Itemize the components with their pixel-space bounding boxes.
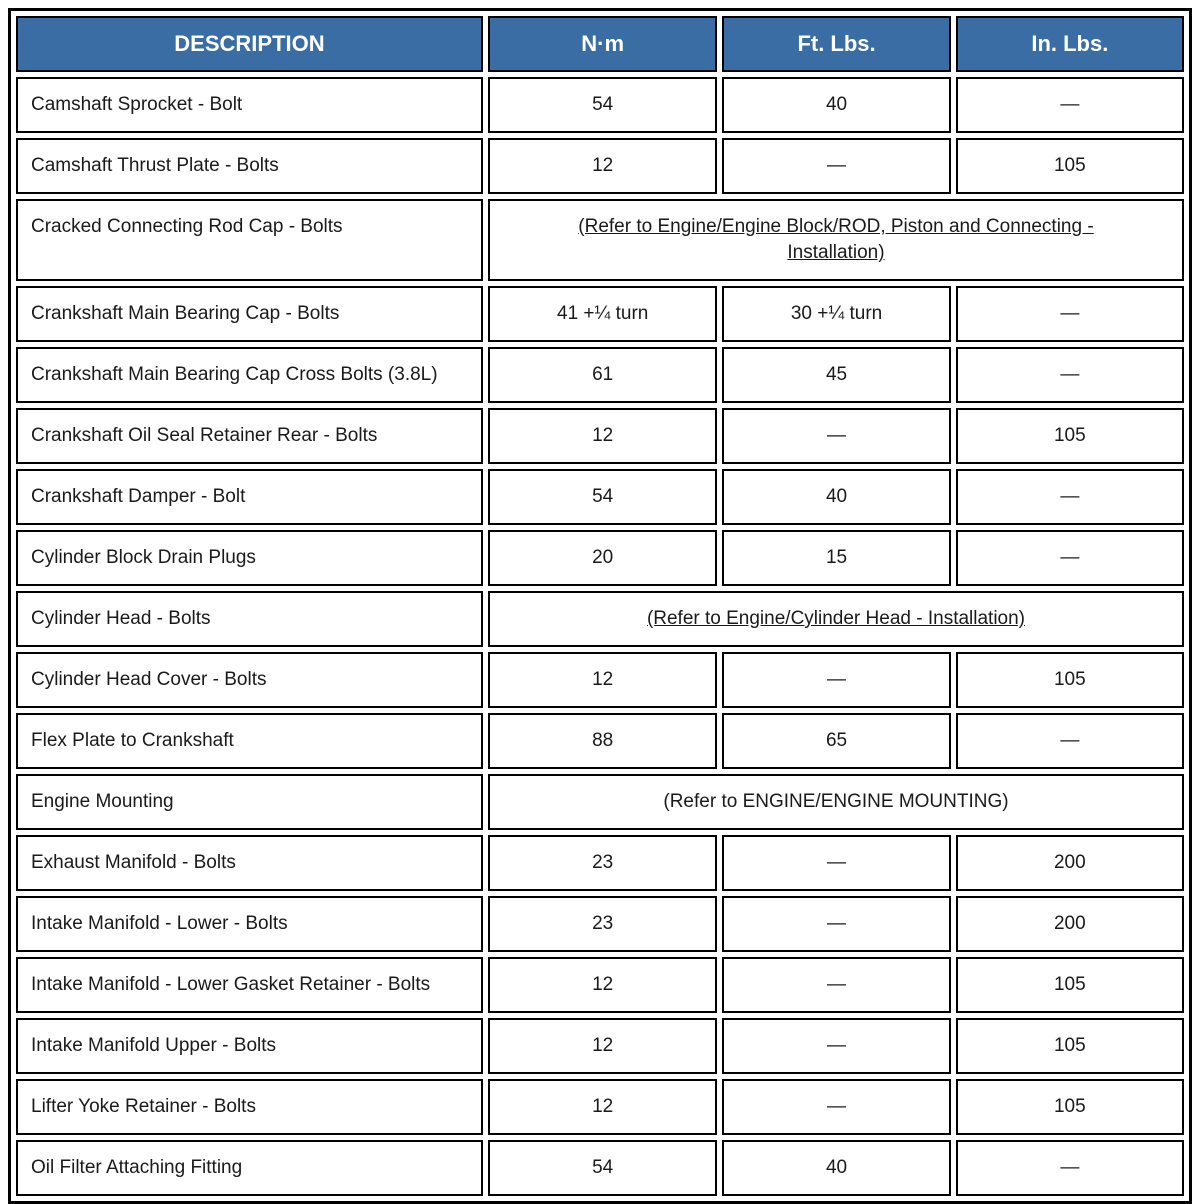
ftlbs-value-cell: 45 [722,347,951,403]
nm-value-cell: 20 [487,530,718,586]
ftlbs-value-cell: 15 [722,530,951,586]
refer-cell: (Refer to ENGINE/ENGINE MOUNTING) [487,774,1184,830]
inlbs-value-cell: — [955,713,1184,769]
nm-value-cell: 23 [487,896,718,952]
table-body: Camshaft Sprocket - Bolt 54 40— Camshaft Th… [16,77,1184,1196]
header-description: DESCRIPTION [16,16,483,72]
inlbs-value-cell: 105 [955,1018,1184,1074]
header-ftlbs: Ft. Lbs. [722,16,951,72]
description-cell: Crankshaft Damper - Bolt [16,469,483,525]
nm-value-cell: 12 [487,957,718,1013]
inlbs-value-cell: — [955,347,1184,403]
ftlbs-value-cell: — [722,138,951,194]
inlbs-value-cell: 105 [955,957,1184,1013]
torque-spec-table: DESCRIPTION N·m Ft. Lbs. In. Lbs. Camsha… [8,8,1192,1204]
table-row: Intake Manifold Upper - Bolts 12—105 [16,1018,1184,1074]
description-cell: Intake Manifold Upper - Bolts [16,1018,483,1074]
inlbs-value-cell: — [955,286,1184,342]
header-row: DESCRIPTION N·m Ft. Lbs. In. Lbs. [16,16,1184,72]
nm-value-cell: 12 [487,408,718,464]
inlbs-value-cell: — [955,77,1184,133]
ftlbs-value-cell: 30 +¼ turn [722,286,951,342]
description-cell: Crankshaft Main Bearing Cap - Bolts [16,286,483,342]
table-row: Crankshaft Damper - Bolt 54 40— [16,469,1184,525]
description-cell: Engine Mounting [16,774,483,830]
table-row: Crankshaft Main Bearing Cap Cross Bolts … [16,347,1184,403]
description-cell: Oil Filter Attaching Fitting [16,1140,483,1196]
description-cell: Camshaft Sprocket - Bolt [16,77,483,133]
ftlbs-value-cell: — [722,835,951,891]
table-row: Intake Manifold - Lower - Bolts 23—200 [16,896,1184,952]
inlbs-value-cell: 200 [955,835,1184,891]
nm-value-cell: 54 [487,469,718,525]
description-cell: Crankshaft Oil Seal Retainer Rear - Bolt… [16,408,483,464]
description-cell: Lifter Yoke Retainer - Bolts [16,1079,483,1135]
table-row: Lifter Yoke Retainer - Bolts 12—105 [16,1079,1184,1135]
description-cell: Camshaft Thrust Plate - Bolts [16,138,483,194]
inlbs-value-cell: 200 [955,896,1184,952]
nm-value-cell: 23 [487,835,718,891]
description-cell: Intake Manifold - Lower Gasket Retainer … [16,957,483,1013]
description-cell: Cylinder Head Cover - Bolts [16,652,483,708]
header-nm: N·m [487,16,718,72]
nm-value-cell: 54 [487,1140,718,1196]
table-row: Camshaft Sprocket - Bolt 54 40— [16,77,1184,133]
description-cell: Crankshaft Main Bearing Cap Cross Bolts … [16,347,483,403]
description-cell: Flex Plate to Crankshaft [16,713,483,769]
table-row: Crankshaft Oil Seal Retainer Rear - Bolt… [16,408,1184,464]
inlbs-value-cell: — [955,530,1184,586]
refer-link-cell[interactable]: (Refer to Engine/Cylinder Head - Install… [487,591,1184,647]
ftlbs-value-cell: — [722,957,951,1013]
ftlbs-value-cell: 40 [722,469,951,525]
ftlbs-value-cell: 65 [722,713,951,769]
nm-value-cell: 54 [487,77,718,133]
nm-value-cell: 88 [487,713,718,769]
ftlbs-value-cell: — [722,652,951,708]
ftlbs-value-cell: — [722,408,951,464]
inlbs-value-cell: 105 [955,1079,1184,1135]
table-row: Cylinder Head Cover - Bolts 12—105 [16,652,1184,708]
torque-spec-page: DESCRIPTION N·m Ft. Lbs. In. Lbs. Camsha… [8,8,1192,1204]
table-header: DESCRIPTION N·m Ft. Lbs. In. Lbs. [16,16,1184,72]
table-row: Camshaft Thrust Plate - Bolts 12—105 [16,138,1184,194]
table-row: Cracked Connecting Rod Cap - Bolts (Refer… [16,199,1184,281]
inlbs-value-cell: — [955,1140,1184,1196]
nm-value-cell: 61 [487,347,718,403]
description-cell: Cylinder Head - Bolts [16,591,483,647]
table-row: Cylinder Head - Bolts (Refer to Engine/Cy… [16,591,1184,647]
table-row: Flex Plate to Crankshaft 88 65— [16,713,1184,769]
description-cell: Cracked Connecting Rod Cap - Bolts [16,199,483,281]
description-cell: Intake Manifold - Lower - Bolts [16,896,483,952]
table-row: Oil Filter Attaching Fitting 54 40— [16,1140,1184,1196]
table-row: Cylinder Block Drain Plugs 20 15— [16,530,1184,586]
ftlbs-value-cell: 40 [722,1140,951,1196]
nm-value-cell: 12 [487,652,718,708]
nm-value-cell: 12 [487,1079,718,1135]
ftlbs-value-cell: — [722,1079,951,1135]
table-row: Exhaust Manifold - Bolts 23—200 [16,835,1184,891]
nm-value-cell: 12 [487,1018,718,1074]
ftlbs-value-cell: — [722,1018,951,1074]
refer-link-cell[interactable]: (Refer to Engine/Engine Block/ROD, Pisto… [487,199,1184,281]
header-inlbs: In. Lbs. [955,16,1184,72]
description-cell: Cylinder Block Drain Plugs [16,530,483,586]
ftlbs-value-cell: — [722,896,951,952]
ftlbs-value-cell: 40 [722,77,951,133]
table-row: Crankshaft Main Bearing Cap - Bolts 41 +¼… [16,286,1184,342]
nm-value-cell: 12 [487,138,718,194]
table-row: Engine Mounting (Refer to ENGINE/ENGINE M… [16,774,1184,830]
inlbs-value-cell: 105 [955,408,1184,464]
inlbs-value-cell: — [955,469,1184,525]
inlbs-value-cell: 105 [955,652,1184,708]
table-row: Intake Manifold - Lower Gasket Retainer … [16,957,1184,1013]
inlbs-value-cell: 105 [955,138,1184,194]
nm-value-cell: 41 +¼ turn [487,286,718,342]
description-cell: Exhaust Manifold - Bolts [16,835,483,891]
